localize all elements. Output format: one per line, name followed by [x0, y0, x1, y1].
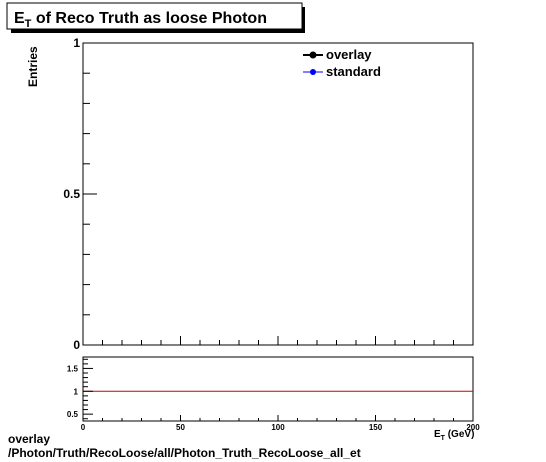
legend-standard-marker	[310, 69, 316, 75]
x-axis-label: ET (GeV)	[434, 429, 474, 442]
main-plot-frame	[82, 42, 474, 346]
legend-overlay-marker	[309, 51, 317, 59]
main-y-tick-label: 0	[73, 338, 80, 352]
legend-standard-label: standard	[326, 64, 381, 79]
legend-entry-overlay: overlay	[303, 47, 372, 62]
main-y-ticks: 00.51	[63, 36, 97, 352]
ratio-x-tick-label: 50	[176, 423, 185, 432]
title-box: ET of Reco Truth as loose Photon	[6, 2, 305, 33]
ratio-x-ticks: 0 50 100 150 200	[81, 415, 480, 432]
ratio-x-tick-label: 100	[271, 423, 285, 432]
ratio-plot-frame	[82, 356, 474, 422]
ratio-x-tick-label: 150	[369, 423, 383, 432]
ratio-y-tick-label: 1	[74, 387, 79, 396]
legend-entry-standard: standard	[303, 64, 381, 79]
main-x-ticks	[82, 336, 474, 345]
legend: overlay standard	[303, 47, 381, 79]
main-y-tick-label: 0.5	[63, 187, 80, 201]
ratio-x-tick-label: 0	[81, 423, 86, 432]
footer-line-2: /Photon/Truth/RecoLoose/all/Photon_Truth…	[8, 446, 361, 460]
footer-line-1: overlay	[8, 432, 51, 446]
main-y-tick-label: 1	[73, 36, 80, 50]
ratio-y-tick-label: 0.5	[67, 410, 79, 419]
chart-title: ET of Reco Truth as loose Photon	[14, 10, 267, 30]
ratio-y-tick-label: 1.5	[67, 364, 79, 373]
ratio-y-ticks: 0.5 1 1.5	[67, 358, 93, 420]
y-axis-label: Entries	[26, 46, 40, 87]
ratio-x-tick-label: 200	[466, 423, 480, 432]
legend-overlay-label: overlay	[326, 47, 372, 62]
